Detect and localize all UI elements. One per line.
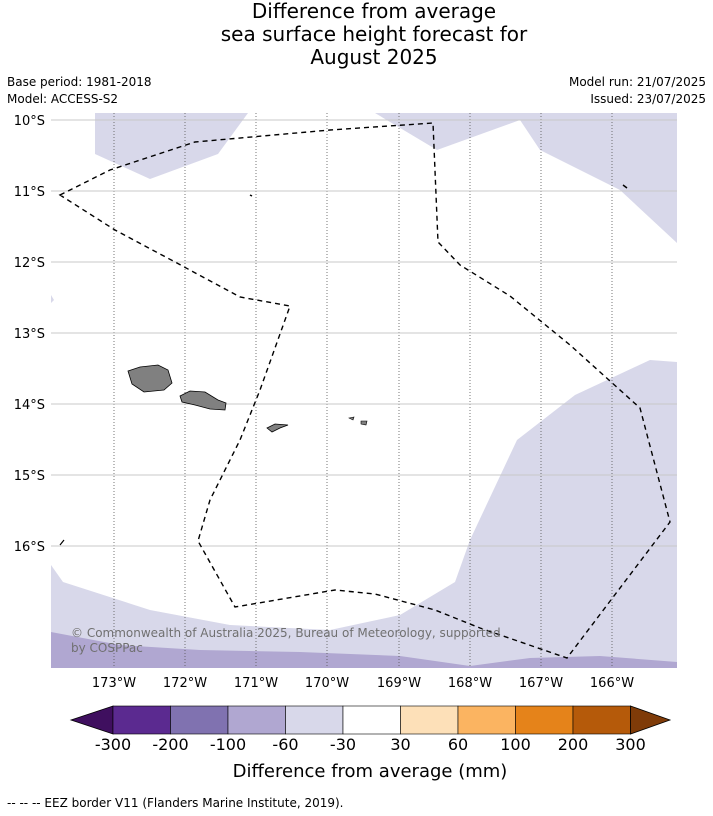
colorbar-tick-label: 30 (390, 735, 411, 754)
ofu-island (348, 416, 355, 421)
longitude-label: 167°W (519, 676, 563, 691)
colorbar-swatch (285, 705, 344, 735)
longitude-label: 169°W (377, 676, 421, 691)
anomaly-region-south (51, 360, 677, 668)
colorbar-tick-label: -100 (209, 735, 247, 754)
swains-islet (249, 194, 253, 197)
copyright-text: © Commonwealth of Australia 2025, Bureau… (71, 626, 501, 655)
latitude-label: 13°S (14, 327, 45, 342)
colorbar-tick-label: -200 (152, 735, 189, 754)
anomaly-region-northeast (375, 113, 677, 243)
colorbar-swatch (515, 705, 574, 735)
anomaly-region-south-strong (51, 632, 677, 668)
colorbar-swatch (342, 705, 401, 735)
colorbar-swatch (112, 705, 171, 735)
title-line-3: August 2025 (310, 45, 438, 69)
latitude-label: 10°S (14, 114, 45, 129)
gridlines (51, 113, 677, 668)
longitude-label: 168°W (448, 676, 492, 691)
map-area (51, 113, 677, 668)
colorbar-extend-low (69, 705, 114, 735)
colorbar-label: Difference from average (mm) (232, 761, 508, 782)
latitude-label: 16°S (14, 540, 45, 555)
tutuila-island (266, 423, 289, 433)
colorbar-tick-label: 60 (447, 735, 469, 754)
colorbar-tick-label: -300 (94, 735, 132, 754)
colorbar (69, 705, 672, 735)
west-islet (59, 539, 65, 546)
title-line-1: Difference from average (251, 0, 497, 23)
latitude-label: 14°S (14, 398, 45, 413)
model-text: Model: ACCESS-S2 (7, 92, 119, 106)
title-line-2: sea surface height forecast for (220, 22, 528, 46)
longitude-label: 173°W (92, 676, 136, 691)
latitude-label: 15°S (14, 469, 45, 484)
latitude-labels: 10°S 11°S 12°S 13°S 14°S 15°S 16°S (14, 114, 45, 555)
north-islet (622, 184, 628, 189)
colorbar-swatch (170, 705, 229, 735)
issued-text: Issued: 23/07/2025 (590, 92, 706, 106)
longitude-label: 170°W (305, 676, 349, 691)
colorbar-swatch (400, 705, 459, 735)
eez-border (58, 122, 671, 659)
meta-left: Base period: 1981-2018 Model: ACCESS-S2 (7, 74, 152, 108)
colorbar-swatch (227, 705, 286, 735)
eez-footnote: -- -- -- EEZ border V11 (Flanders Marine… (7, 796, 344, 810)
longitude-label: 171°W (234, 676, 278, 691)
colorbar-swatch (572, 705, 631, 735)
savaii-island (127, 364, 173, 393)
colorbar-swatch (457, 705, 516, 735)
colorbar-tick-label: -30 (329, 735, 357, 754)
longitude-labels: 173°W 172°W 171°W 170°W 169°W 168°W 167°W 166°W (92, 676, 634, 691)
upolu-island (179, 390, 227, 411)
colorbar-tick-label: 100 (500, 735, 531, 754)
latitude-label: 12°S (14, 256, 45, 271)
anomaly-region-west-speck (51, 295, 54, 303)
meta-right: Model run: 21/07/2025 Issued: 23/07/2025 (569, 74, 706, 108)
anomaly-region-northwest (95, 113, 248, 179)
longitude-label: 172°W (163, 676, 207, 691)
longitude-label: 166°W (590, 676, 634, 691)
chart-title: Difference from average sea surface heig… (0, 0, 713, 69)
colorbar-tick-label: 200 (557, 735, 589, 754)
colorbar-tick-label: -60 (272, 735, 299, 754)
base-period-text: Base period: 1981-2018 (7, 75, 152, 89)
colorbar-extend-high (630, 705, 672, 735)
tau-island (360, 420, 368, 426)
latitude-label: 11°S (14, 185, 45, 200)
model-run-text: Model run: 21/07/2025 (568, 75, 706, 89)
colorbar-tick-label: 300 (615, 735, 646, 754)
